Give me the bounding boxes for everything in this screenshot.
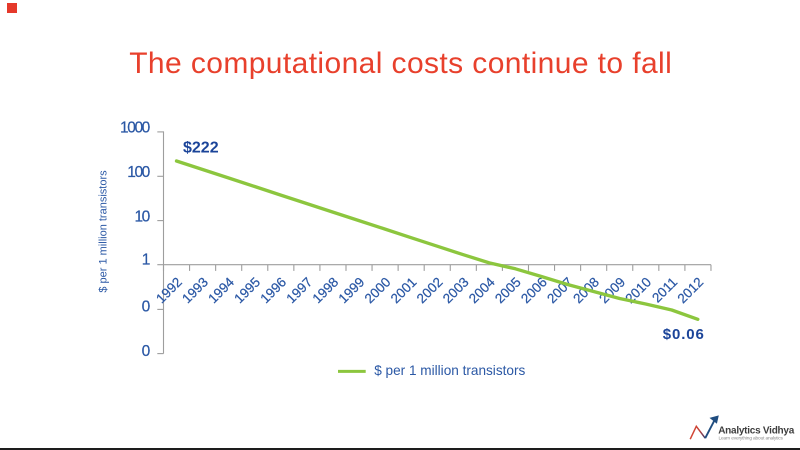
svg-text:$222: $222 [183,139,219,156]
svg-text:1993: 1993 [179,274,211,306]
svg-text:10: 10 [134,209,150,226]
svg-text:2003: 2003 [440,274,472,306]
svg-text:2011: 2011 [649,274,680,305]
svg-text:0: 0 [142,343,151,360]
svg-text:1995: 1995 [231,274,263,306]
svg-text:1994: 1994 [205,274,237,306]
svg-text:0: 0 [142,299,151,316]
svg-text:1998: 1998 [310,274,342,306]
svg-text:2000: 2000 [362,274,394,306]
svg-text:1999: 1999 [336,274,368,306]
svg-text:2002: 2002 [414,274,446,306]
svg-text:1000: 1000 [120,120,151,137]
svg-text:2001: 2001 [388,274,420,306]
svg-text:2009: 2009 [596,274,628,306]
svg-text:Analytics Vidhya: Analytics Vidhya [718,425,795,436]
svg-text:$ per 1 million transistors: $ per 1 million transistors [374,363,525,378]
svg-text:2012: 2012 [675,274,707,306]
svg-text:1992: 1992 [153,274,185,306]
svg-text:2005: 2005 [492,274,524,306]
svg-text:1996: 1996 [257,274,289,306]
svg-text:$0.06: $0.06 [663,326,705,343]
svg-text:$ per 1 million transistors: $ per 1 million transistors [98,170,110,293]
svg-text:1: 1 [142,252,150,269]
svg-text:Learn everything about analyti: Learn everything about analytics [719,435,784,441]
svg-text:1997: 1997 [283,274,315,306]
svg-text:2004: 2004 [466,274,498,306]
svg-text:100: 100 [127,164,150,181]
svg-text:The computational costs contin: The computational costs continue to fall [129,47,672,80]
